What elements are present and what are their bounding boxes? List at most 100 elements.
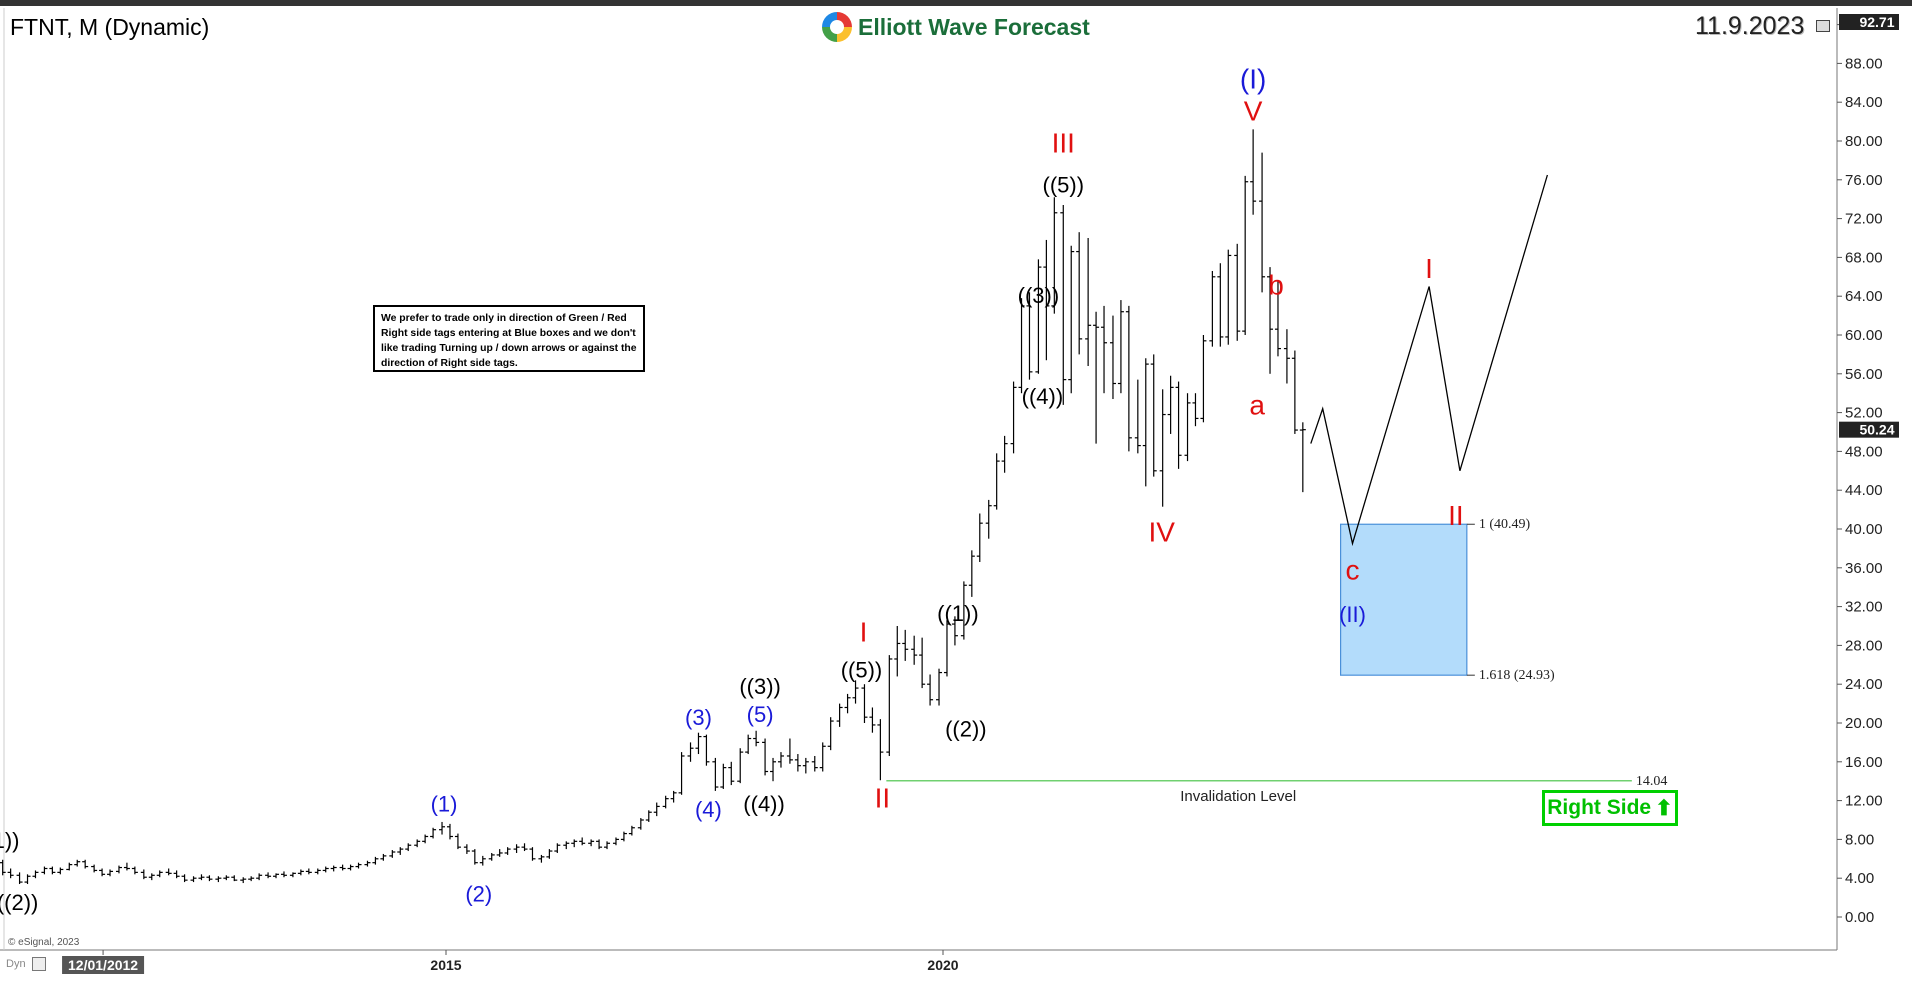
- y-tick-label: 56.00: [1845, 366, 1883, 383]
- ohlc-bar: [1192, 393, 1199, 427]
- ohlc-bar: [1001, 435, 1008, 473]
- ohlc-bar: [1200, 335, 1207, 423]
- invalidation-layer: 14.04 Invalidation Level: [886, 774, 1667, 805]
- ohlc-bar: [1051, 197, 1058, 314]
- ohlc-bar: [637, 818, 644, 830]
- trading-note: We prefer to trade only in direction of …: [373, 305, 645, 372]
- ohlc-bar: [1209, 270, 1216, 347]
- ohlc-bar: [827, 717, 834, 751]
- ohlc-bar: [563, 841, 570, 850]
- ohlc-bar: [811, 755, 818, 772]
- y-tick-label: 76.00: [1845, 172, 1883, 189]
- ohlc-bar: [620, 831, 627, 842]
- fib-label: 1 (40.49): [1479, 517, 1531, 532]
- wave-label: I: [860, 617, 868, 648]
- ohlc-bar: [720, 763, 727, 789]
- ohlc-bar: [314, 868, 321, 875]
- ohlc-bar: [836, 703, 843, 727]
- ohlc-bar: [289, 872, 296, 878]
- y-tick-label: 20.00: [1845, 715, 1883, 732]
- ohlc-bar: [1134, 379, 1141, 454]
- ohlc-bar: [546, 849, 553, 859]
- ohlc-bar: [156, 870, 163, 878]
- ohlc-bar: [215, 876, 222, 883]
- ohlc-bar: [538, 854, 545, 863]
- ohlc-bar: [364, 860, 371, 867]
- y-tick-label: 48.00: [1845, 443, 1883, 460]
- ohlc-bar: [728, 761, 735, 786]
- ohlc-bar: [265, 872, 272, 879]
- ohlc-bar: [762, 738, 769, 776]
- ohlc-bar: [223, 875, 230, 881]
- ohlc-bar: [206, 875, 213, 882]
- invalidation-value: 14.04: [1636, 774, 1668, 789]
- wave-label: ((1)): [937, 601, 979, 626]
- wave-label: III: [1052, 128, 1075, 159]
- window-icon[interactable]: [1816, 20, 1830, 32]
- wave-label: ((2)): [0, 890, 38, 915]
- ohlc-bar: [960, 581, 967, 640]
- ohlc-bar: [1184, 393, 1191, 462]
- ohlc-bar: [786, 738, 793, 764]
- wave-label: ((3)): [739, 674, 781, 699]
- y-tick-label: 16.00: [1845, 754, 1883, 771]
- dyn-settings-icon[interactable]: [32, 957, 46, 971]
- ohlc-bar: [82, 859, 89, 869]
- wave-label: IV: [1148, 517, 1175, 548]
- logo: Elliott Wave Forecast: [822, 12, 1090, 42]
- ohlc-bar: [422, 834, 429, 844]
- wave-label: (3): [685, 705, 712, 730]
- ohlc-bar: [886, 655, 893, 756]
- y-tick-label: 36.00: [1845, 560, 1883, 577]
- ohlc-bar: [662, 795, 669, 809]
- ohlc-bar: [936, 668, 943, 706]
- ohlc-bar: [66, 862, 73, 871]
- ohlc-bar: [148, 873, 155, 881]
- x-highlight: [62, 956, 145, 974]
- ohlc-bar: [7, 868, 14, 879]
- ohlc-bar: [745, 734, 752, 755]
- ohlc-bar: [1242, 175, 1249, 335]
- ohlc-bar: [777, 752, 784, 768]
- right-side-tag: Right Side ⬆: [1542, 790, 1678, 826]
- ohlc-bar: [41, 866, 48, 875]
- logo-icon: [822, 12, 852, 42]
- ohlc-bar: [521, 843, 528, 852]
- ohlc-bar: [446, 823, 453, 840]
- price-tags: 92.71 50.24: [1839, 14, 1899, 438]
- ohlc-bar: [463, 844, 470, 854]
- ohlc-bar: [612, 837, 619, 846]
- ohlc-bar: [140, 869, 147, 880]
- ohlc-bar: [256, 873, 263, 881]
- ohlc-bar: [414, 839, 421, 848]
- ohlc-bar: [1125, 305, 1132, 452]
- ohlc-bar: [645, 810, 652, 822]
- ohlc-bar: [16, 872, 23, 885]
- ohlc-bar: [1250, 129, 1257, 215]
- price-tag: [1839, 14, 1899, 30]
- copyright: © eSignal, 2023: [8, 937, 80, 948]
- ohlc-bar: [355, 862, 362, 869]
- y-tick-label: 4.00: [1845, 870, 1874, 887]
- chart-title: FTNT, M (Dynamic): [10, 14, 210, 40]
- blue-box: [1339, 523, 1468, 676]
- y-tick-label: 68.00: [1845, 249, 1883, 266]
- wave-label: (2): [465, 881, 492, 906]
- dyn-label[interactable]: Dyn: [6, 958, 26, 970]
- ohlc-bar: [1117, 300, 1124, 394]
- wave-label: ((4)): [743, 791, 785, 816]
- ohlc-bar: [687, 742, 694, 762]
- ohlc-bar: [844, 693, 851, 714]
- y-tick-label: 72.00: [1845, 211, 1883, 228]
- right-side-label: Right Side: [1547, 796, 1652, 819]
- y-tick-label: 12.00: [1845, 793, 1883, 810]
- wave-label: (1): [431, 791, 458, 816]
- chart-frame: [0, 0, 1912, 951]
- ohlc-bar: [670, 790, 677, 803]
- projection-path: [1310, 174, 1549, 547]
- ohlc-bars: [0, 129, 1306, 885]
- ohlc-bar: [165, 868, 172, 876]
- ohlc-bar: [91, 864, 98, 873]
- ohlc-bar: [968, 550, 975, 597]
